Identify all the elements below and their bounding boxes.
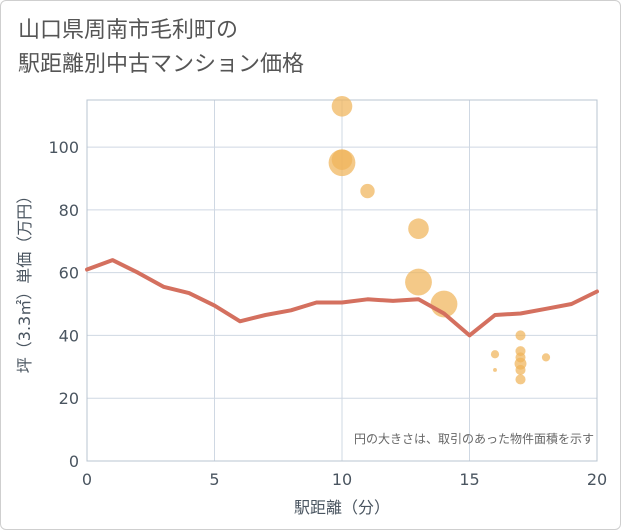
data-bubble — [493, 368, 497, 372]
y-tick-label: 60 — [59, 264, 79, 283]
bubble-size-note: 円の大きさは、取引のあった物件面積を示す — [354, 431, 594, 446]
data-bubble — [408, 218, 429, 240]
data-bubble — [331, 149, 353, 170]
data-bubble — [360, 183, 375, 199]
y-axis-title: 坪（3.3㎡）単価（万円） — [15, 188, 34, 373]
y-tick-label: 40 — [59, 326, 79, 345]
x-tick-label: 15 — [459, 470, 479, 489]
data-bubble — [405, 268, 432, 296]
chart-title-line2: 駅距離別中古マンション価格 — [18, 52, 305, 77]
x-tick-label: 5 — [209, 470, 219, 489]
x-tick-label: 0 — [82, 470, 92, 489]
data-bubble — [331, 95, 353, 117]
chart-title-line1: 山口県周南市毛利町の — [18, 18, 239, 43]
data-bubble — [490, 350, 500, 359]
y-axis-ticks: 0 20 40 60 80 100 — [48, 138, 79, 471]
average-price-line — [85, 258, 599, 338]
y-tick-label: 0 — [69, 452, 79, 471]
y-tick-label: 80 — [59, 201, 79, 220]
x-tick-label: 10 — [332, 470, 352, 489]
data-bubble — [541, 353, 551, 362]
y-tick-label: 100 — [48, 138, 79, 157]
x-axis-title: 駅距離（分） — [294, 498, 390, 517]
x-tick-label: 20 — [587, 470, 607, 489]
bubble-series — [328, 95, 551, 385]
data-bubble — [515, 374, 526, 385]
x-axis-ticks: 0 5 10 15 20 — [82, 470, 607, 489]
y-tick-label: 20 — [59, 389, 79, 408]
chart-title: 山口県周南市毛利町の 駅距離別中古マンション価格 — [18, 14, 304, 82]
data-bubble — [515, 364, 526, 375]
data-bubble — [515, 330, 526, 341]
